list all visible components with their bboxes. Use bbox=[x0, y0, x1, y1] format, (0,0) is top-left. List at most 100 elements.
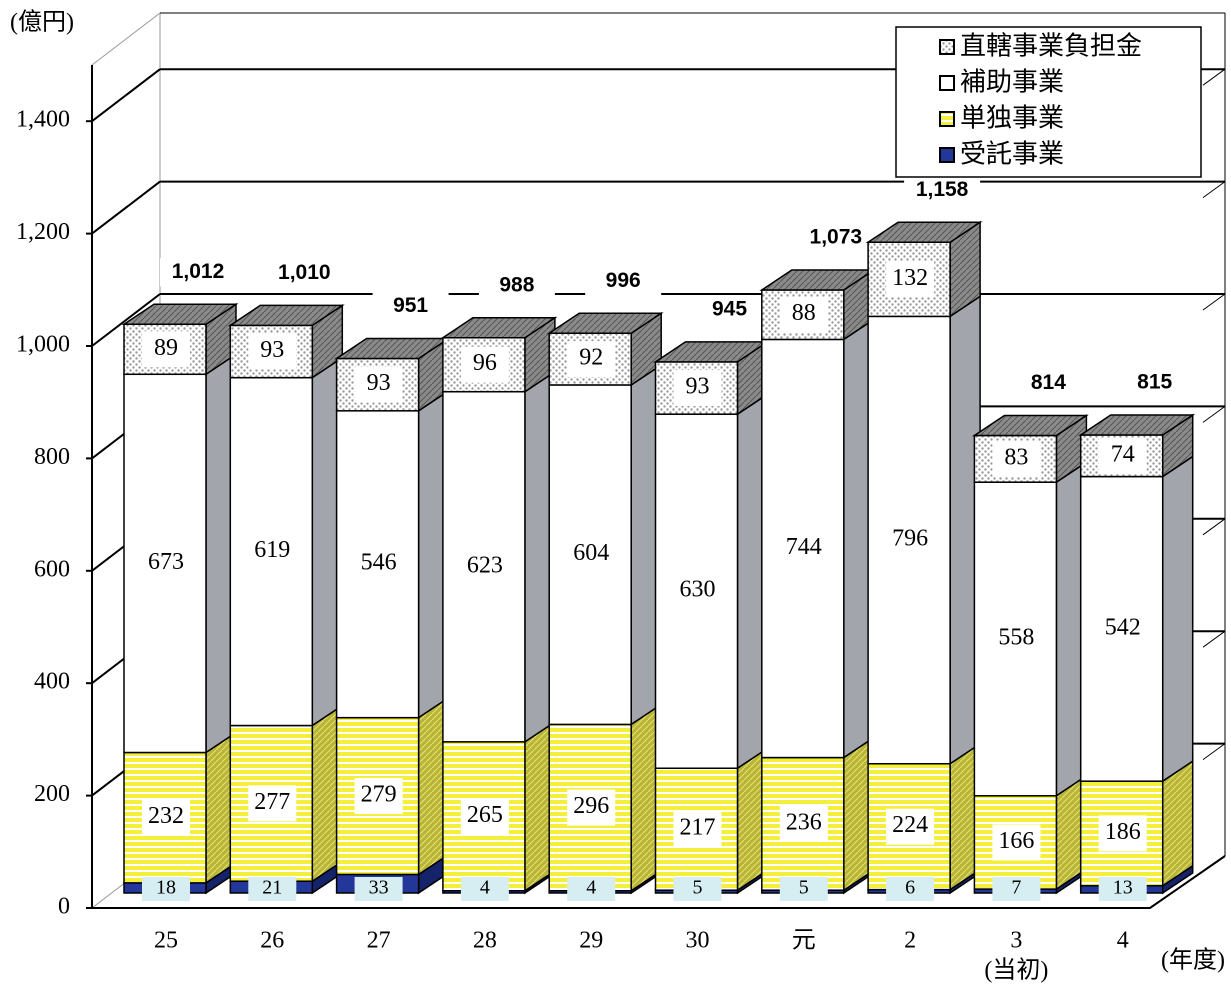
total-label: 996 bbox=[606, 269, 641, 292]
x-tick-label: 3 bbox=[1010, 928, 1022, 954]
tick-mark bbox=[1202, 743, 1226, 761]
value-label: 89 bbox=[154, 335, 178, 361]
legend-label: 単独事業 bbox=[960, 104, 1064, 134]
y-tick-label: 600 bbox=[34, 556, 70, 582]
tick-mark bbox=[1202, 68, 1226, 86]
value-label-box bbox=[354, 778, 403, 815]
y-tick-label: 800 bbox=[34, 444, 70, 470]
x-tick-label: 元 bbox=[792, 928, 816, 954]
value-label: 232 bbox=[148, 803, 184, 829]
total-label: 951 bbox=[393, 294, 428, 317]
value-label-box bbox=[886, 877, 935, 901]
value-label: 296 bbox=[573, 793, 609, 819]
bar-top bbox=[546, 312, 664, 334]
value-label-box bbox=[992, 620, 1041, 657]
value-label: 93 bbox=[367, 370, 391, 396]
x-tick-label: 4 bbox=[1117, 928, 1129, 954]
value-label-box bbox=[142, 331, 190, 368]
value-label-box bbox=[779, 296, 828, 333]
total-label: 988 bbox=[499, 273, 534, 296]
value-label-box bbox=[886, 522, 935, 559]
bar-side bbox=[1161, 759, 1194, 888]
value-label: 623 bbox=[467, 552, 503, 578]
value-label-box bbox=[248, 877, 297, 901]
total-label-box bbox=[691, 295, 768, 324]
value-label: 21 bbox=[262, 877, 282, 899]
total-label: 1,010 bbox=[278, 261, 331, 284]
total-label-box bbox=[904, 176, 981, 205]
value-label-box bbox=[992, 824, 1041, 861]
value-label: 279 bbox=[361, 782, 397, 808]
value-label-box bbox=[673, 370, 722, 407]
value-label-box bbox=[567, 341, 616, 378]
value-label: 18 bbox=[156, 877, 176, 899]
value-label: 604 bbox=[573, 540, 609, 566]
value-label: 96 bbox=[473, 350, 497, 376]
legend-label: 直轄事業負担金 bbox=[960, 32, 1142, 62]
y-tick-label: 1,400 bbox=[16, 107, 70, 133]
value-label-box bbox=[567, 789, 616, 826]
value-label-box bbox=[460, 346, 509, 383]
value-label: 4 bbox=[480, 877, 490, 899]
value-label-box bbox=[460, 548, 509, 585]
value-label-box bbox=[142, 545, 190, 582]
legend-swatch bbox=[939, 39, 955, 55]
value-label-box bbox=[354, 546, 403, 583]
value-label: 4 bbox=[586, 877, 596, 899]
y-tick-label: 0 bbox=[58, 894, 70, 920]
total-label-box bbox=[160, 258, 236, 287]
x-tick-label: 30 bbox=[686, 928, 710, 954]
value-label: 277 bbox=[254, 789, 290, 815]
value-label-box bbox=[1098, 610, 1147, 647]
bar-top bbox=[971, 414, 1089, 437]
value-label: 224 bbox=[892, 812, 928, 838]
value-label-box bbox=[567, 536, 616, 573]
value-label-box bbox=[248, 533, 297, 570]
value-label: 546 bbox=[361, 550, 397, 576]
value-label-box bbox=[354, 366, 403, 403]
legend-label: 補助事業 bbox=[960, 68, 1064, 98]
legend-swatch bbox=[939, 75, 955, 91]
y-tick-label: 1,200 bbox=[16, 219, 70, 245]
total-label: 1,073 bbox=[810, 226, 863, 249]
tick-mark bbox=[1202, 293, 1226, 311]
value-label-box bbox=[248, 333, 297, 370]
value-label: 92 bbox=[579, 345, 603, 371]
value-label: 132 bbox=[892, 265, 928, 291]
legend-label: 受託事業 bbox=[960, 140, 1064, 170]
value-label-box bbox=[992, 440, 1041, 477]
tick-mark bbox=[1202, 630, 1226, 648]
y-tick-label: 400 bbox=[34, 669, 70, 695]
bar-top bbox=[227, 304, 345, 327]
value-label-box bbox=[1098, 437, 1147, 474]
value-label-box bbox=[460, 877, 509, 901]
x-tick-label: 2 bbox=[904, 928, 916, 954]
value-label-box bbox=[673, 573, 722, 610]
legend-swatch bbox=[939, 111, 955, 127]
grid-line bbox=[91, 180, 161, 235]
value-label-box bbox=[886, 808, 935, 845]
grid-line bbox=[91, 68, 161, 122]
value-label: 744 bbox=[786, 534, 822, 560]
total-label-box bbox=[585, 267, 662, 296]
value-label: 13 bbox=[1113, 877, 1133, 899]
value-label-box bbox=[1098, 877, 1147, 901]
bar-top bbox=[1078, 414, 1196, 436]
total-label: 945 bbox=[712, 297, 747, 320]
value-label-box bbox=[248, 785, 297, 822]
x-tick-label: 27 bbox=[367, 928, 391, 954]
value-label-box bbox=[142, 877, 190, 901]
bar-top bbox=[865, 221, 983, 243]
value-label-box bbox=[460, 798, 509, 835]
value-label-box bbox=[992, 877, 1041, 901]
x-tick-label: 26 bbox=[260, 928, 284, 954]
value-label: 265 bbox=[467, 802, 503, 828]
value-label: 166 bbox=[998, 828, 1034, 854]
value-label: 93 bbox=[686, 374, 710, 400]
value-label: 217 bbox=[680, 815, 716, 841]
total-label: 815 bbox=[1137, 371, 1172, 394]
total-label: 1,158 bbox=[916, 178, 969, 201]
value-label-box bbox=[779, 530, 828, 567]
total-label-box bbox=[1116, 368, 1193, 397]
